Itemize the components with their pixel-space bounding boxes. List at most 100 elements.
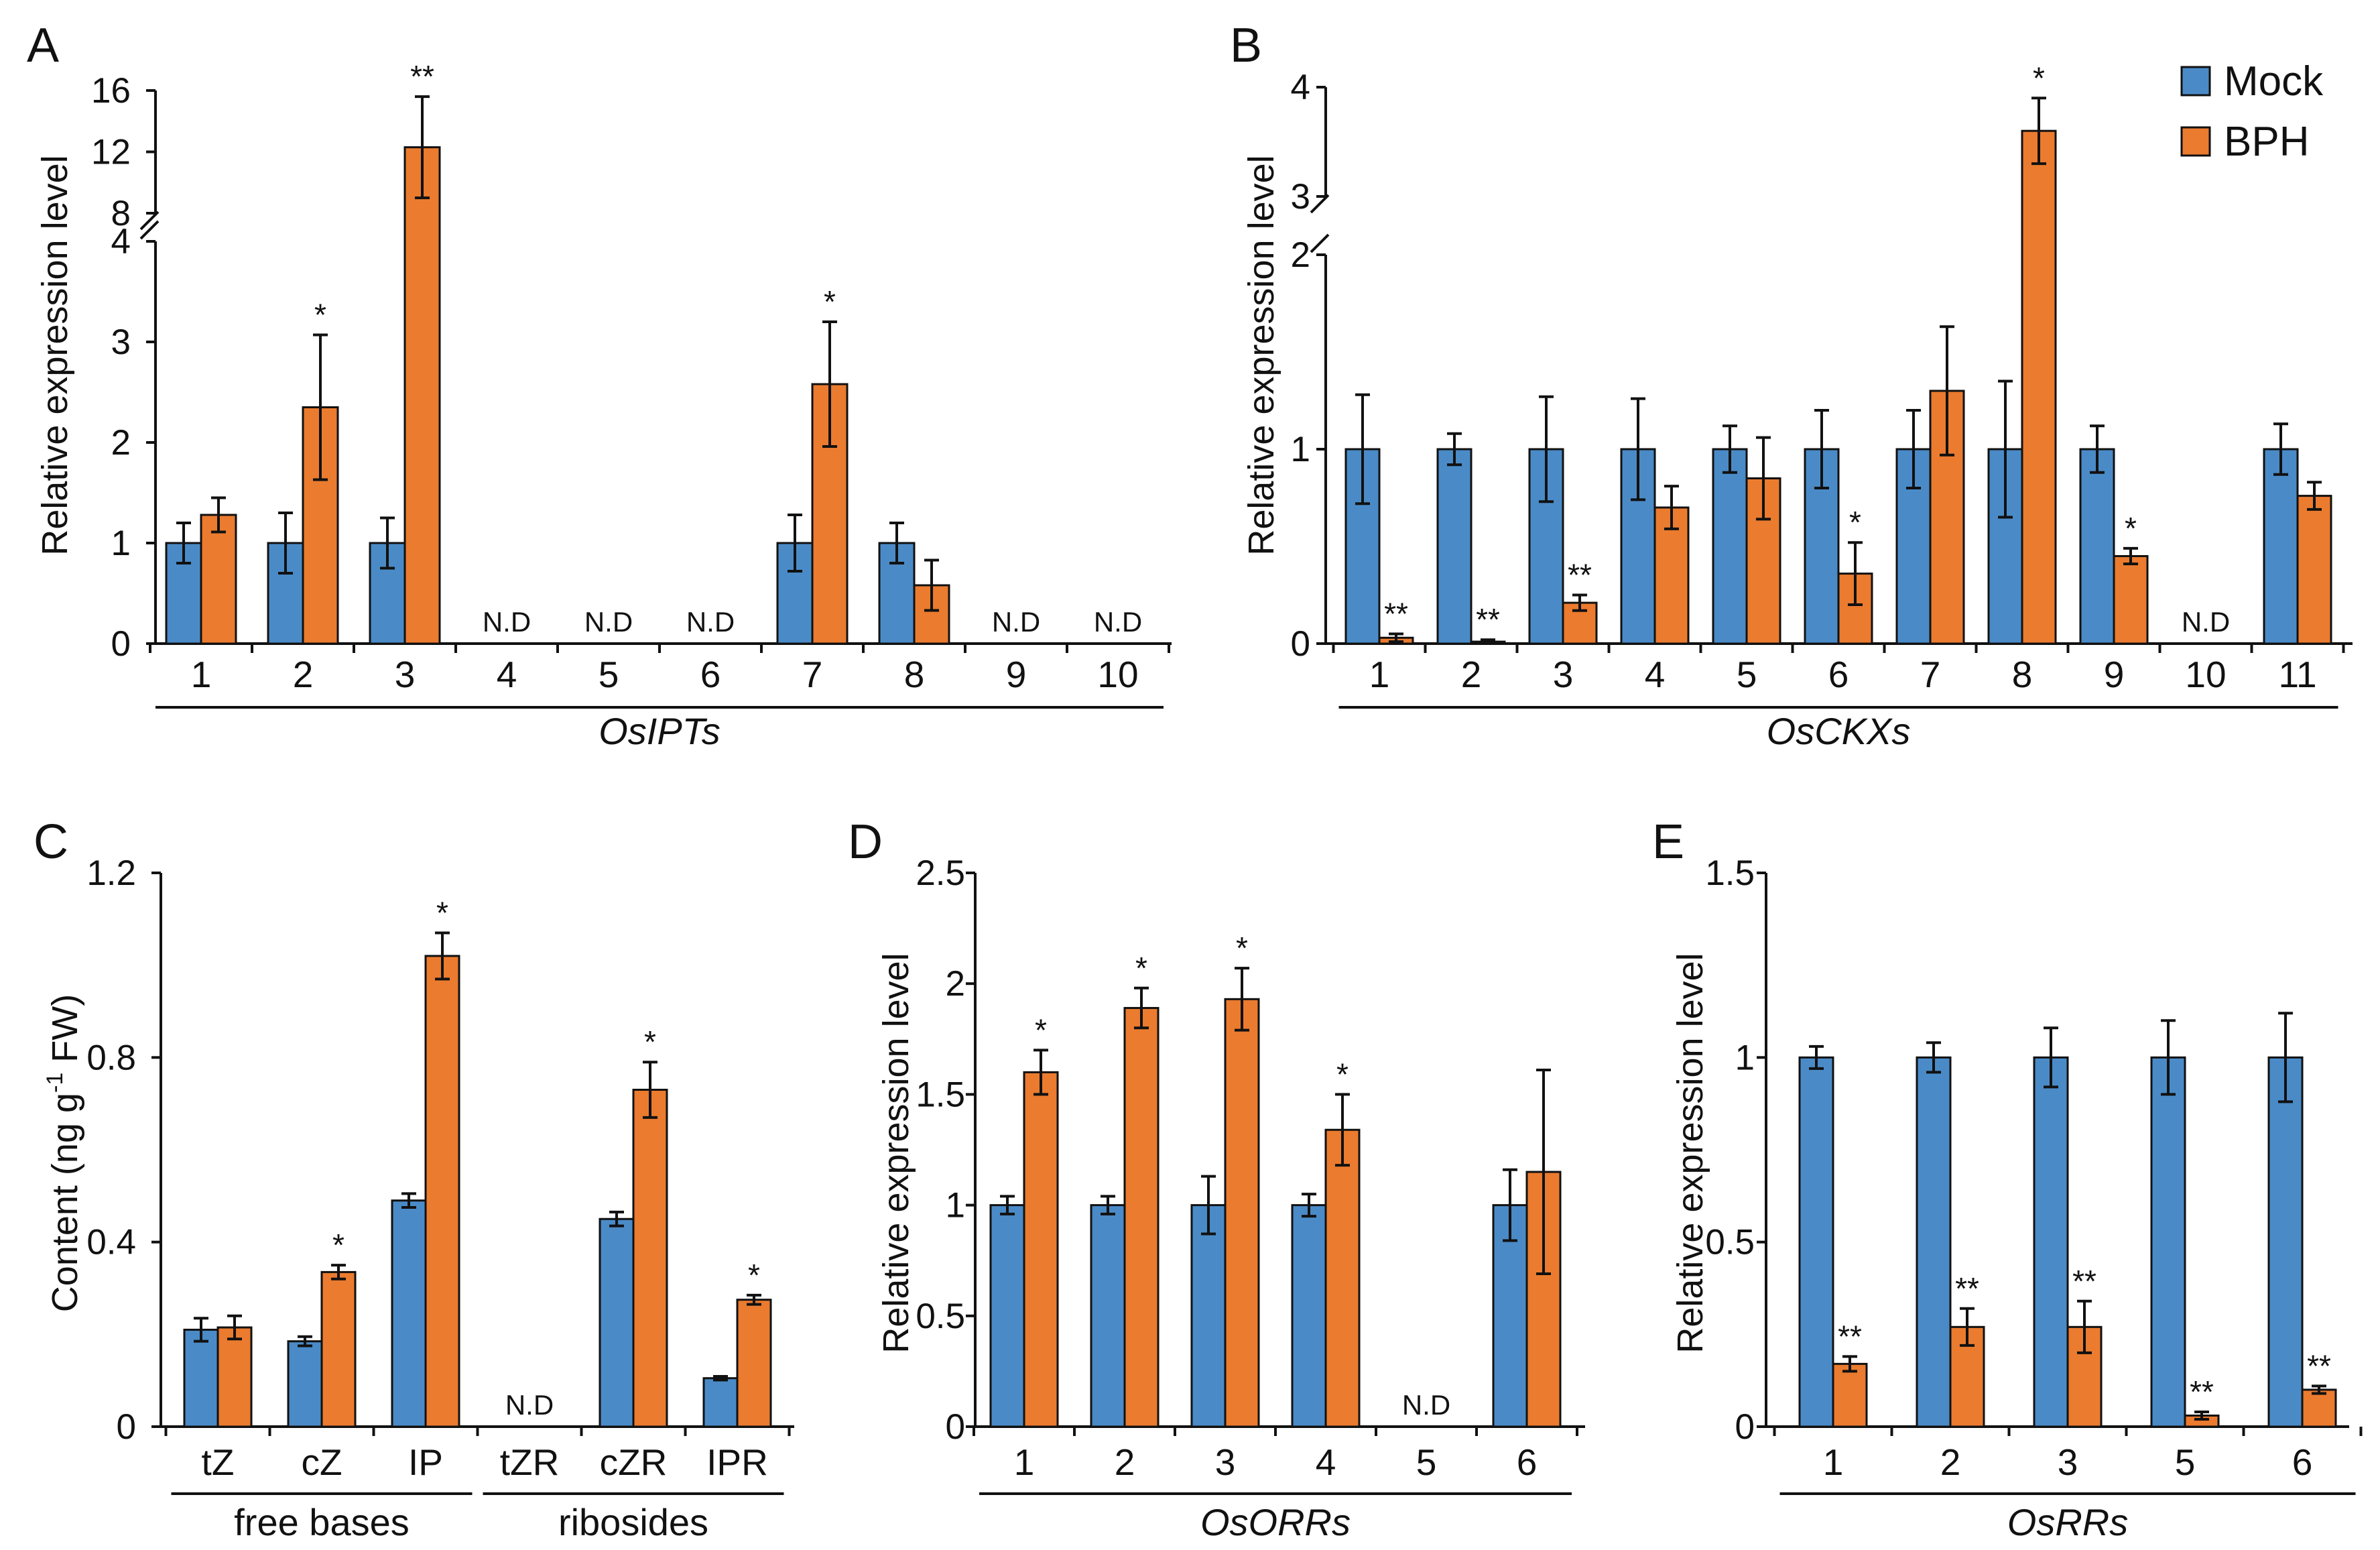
significance-mark: ** (2307, 1348, 2331, 1383)
y-tick-label: 16 (91, 71, 131, 111)
legend-label-bph: BPH (2224, 119, 2309, 165)
y-label-part: Content (ng g (45, 1093, 85, 1312)
y-tick-label: 0 (946, 1407, 965, 1447)
x-category-label: 9 (2104, 654, 2125, 695)
x-category-label: 6 (1828, 654, 1849, 695)
not-detected-label: N.D (1094, 606, 1142, 638)
x-category-label: 6 (2292, 1441, 2313, 1483)
y-tick-label: 0.5 (1705, 1223, 1755, 1262)
x-category-label: 5 (1737, 654, 1757, 695)
x-category-label: 5 (599, 654, 619, 695)
significance-mark: * (1849, 505, 1861, 540)
significance-mark: * (644, 1024, 656, 1059)
x-category-label: IPR (706, 1441, 768, 1483)
bar-bph-4 (1324, 1128, 1361, 1428)
y-tick-label: 2 (111, 423, 131, 463)
y-tick-label: 1.5 (916, 1075, 965, 1114)
x-axis-label: OsIPTs (599, 710, 721, 752)
panel-letter: C (34, 815, 68, 869)
bar-bph-1 (200, 514, 237, 645)
x-category-label: 4 (1645, 654, 1666, 695)
y-tick-label: 4 (1291, 68, 1310, 107)
significance-mark: * (748, 1258, 760, 1293)
axis-break-mark (1310, 194, 1330, 214)
legend-swatch-mock (2180, 66, 2211, 97)
x-category-label: 8 (904, 654, 925, 695)
bar-bph-2 (1123, 1007, 1160, 1428)
x-category-label: 2 (293, 654, 314, 695)
x-category-label: 5 (2175, 1441, 2196, 1483)
significance-mark: * (436, 895, 448, 930)
y-tick-label: 2 (1291, 235, 1310, 275)
y-axis-label: Relative expression level (35, 155, 75, 555)
x-category-label: 7 (1920, 654, 1941, 695)
x-category-label: 6 (700, 654, 721, 695)
x-axis-label: OsRRs (2007, 1501, 2128, 1543)
bar-bph-3 (1224, 998, 1260, 1428)
x-category-label: 7 (802, 654, 823, 695)
bar-bph-cZ (320, 1270, 357, 1428)
significance-mark: * (2125, 511, 2137, 546)
x-axis-label: OsCKXs (1767, 710, 1911, 752)
bar-mock-5 (1712, 448, 1748, 645)
panel-letter: A (27, 19, 59, 72)
x-category-label: 1 (1369, 654, 1390, 695)
panel-letter: B (1230, 19, 1262, 72)
bar-mock-IPR (702, 1377, 739, 1428)
x-category-label: 2 (1115, 1441, 1135, 1483)
significance-mark: * (1336, 1057, 1349, 1091)
y-tick-label: 0 (117, 1407, 136, 1447)
x-category-label: 4 (497, 654, 517, 695)
group-label: free bases (234, 1501, 410, 1543)
bar-bph-11 (2296, 495, 2332, 645)
bar-mock-2 (1916, 1056, 1952, 1428)
x-axis-label: OsORRs (1200, 1501, 1351, 1543)
y-tick-label: 2.5 (916, 853, 965, 893)
y-tick-label: 1.5 (1705, 853, 1755, 893)
y-tick-label: 1 (1735, 1038, 1755, 1077)
panel-letter: D (848, 815, 883, 869)
y-tick-label: 0.4 (86, 1223, 136, 1262)
bar-mock-2 (1436, 448, 1473, 645)
significance-mark: * (1035, 1012, 1047, 1047)
significance-mark: ** (1838, 1319, 1862, 1354)
bar-bph-3 (403, 146, 441, 645)
bar-bph-6 (2301, 1388, 2337, 1428)
x-category-label: 1 (191, 654, 212, 695)
y-tick-label: 3 (1291, 177, 1310, 217)
bar-bph-2 (302, 406, 339, 645)
bar-mock-11 (2263, 448, 2299, 645)
x-category-label: 1 (1014, 1441, 1035, 1483)
significance-mark: ** (2072, 1264, 2096, 1299)
legend-swatch-bph (2180, 126, 2211, 157)
y-tick-label: 1 (946, 1186, 965, 1226)
significance-mark: * (824, 284, 836, 319)
x-category-label: 9 (1006, 654, 1027, 695)
x-category-label: tZR (500, 1441, 560, 1483)
bar-mock-6 (2267, 1056, 2304, 1428)
legend-label-mock: Mock (2224, 58, 2324, 105)
bar-mock-cZ (287, 1340, 323, 1428)
x-category-label: 3 (1215, 1441, 1236, 1483)
group-label: ribosides (558, 1501, 708, 1543)
panel-letter: E (1652, 815, 1684, 869)
y-tick-label: 0 (111, 624, 131, 664)
significance-mark: ** (410, 59, 434, 94)
x-category-label: 3 (1553, 654, 1574, 695)
y-axis-label: Relative expression level (1241, 155, 1281, 555)
x-category-label: cZR (600, 1441, 668, 1483)
x-category-label: 3 (2058, 1441, 2078, 1483)
y-tick-label: 0 (1735, 1407, 1755, 1447)
x-category-label: cZ (301, 1441, 342, 1483)
panel-d: D 0 0.5 1 1.5 2 2.5 Relative expression level 1 *… (848, 815, 1585, 1543)
significance-mark: * (2033, 60, 2045, 95)
significance-mark: ** (1568, 558, 1592, 593)
significance-mark: * (332, 1228, 345, 1262)
legend: Mock BPH (2180, 58, 2324, 165)
y-tick-label: 0.8 (86, 1038, 136, 1077)
axis-break-mark (1310, 233, 1330, 253)
y-tick-label: 1 (1291, 430, 1310, 469)
bar-mock-9 (2079, 448, 2115, 645)
significance-mark: ** (1955, 1271, 1979, 1306)
